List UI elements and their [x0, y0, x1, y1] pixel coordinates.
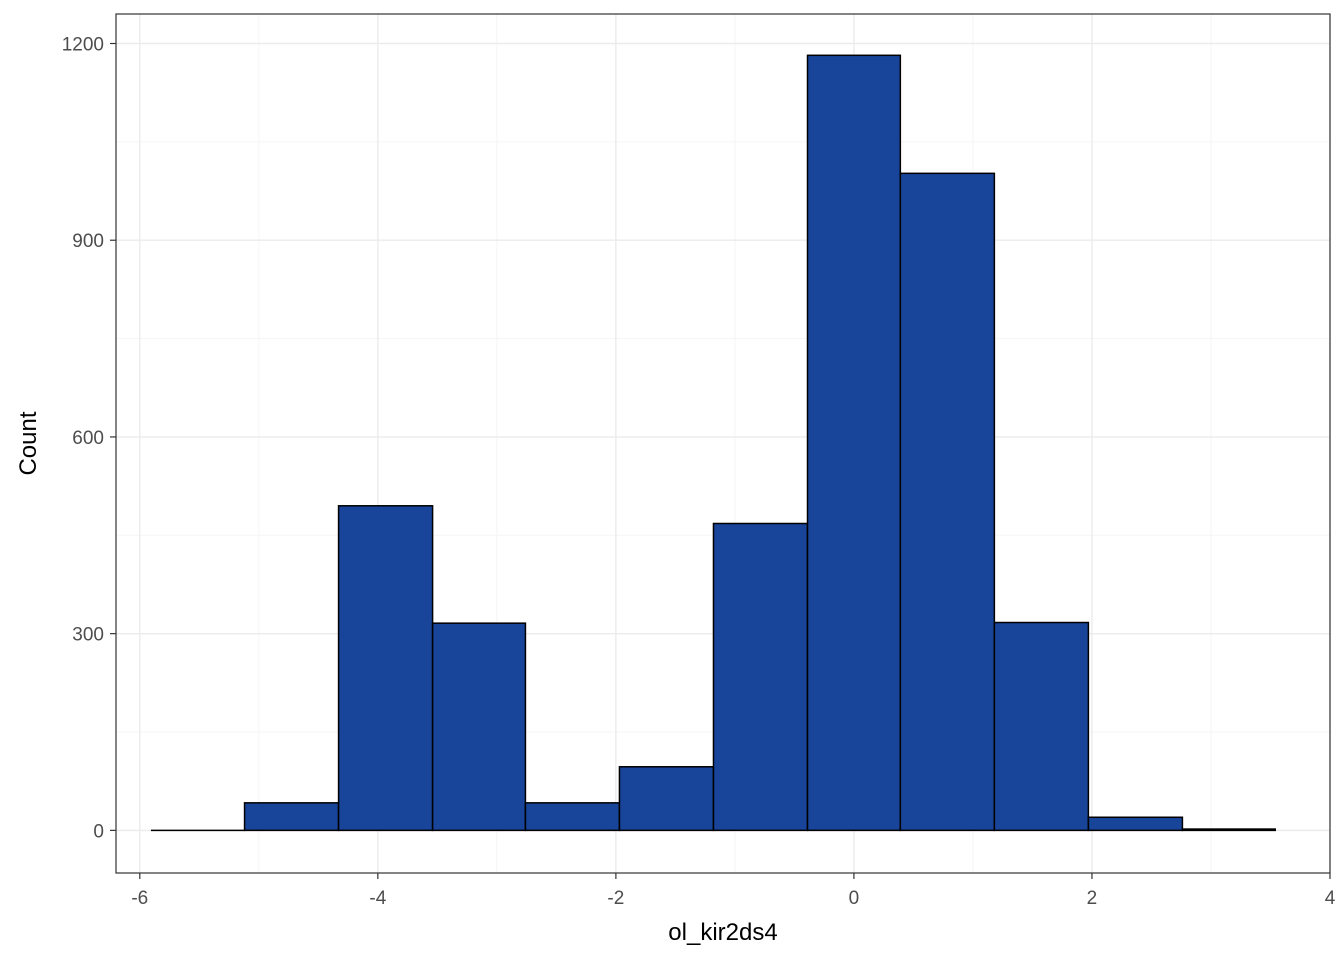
histogram-bar: [899, 172, 996, 832]
y-tick-label: 0: [93, 821, 104, 842]
x-tick-label: -6: [131, 888, 148, 909]
histogram-bar: [1087, 816, 1184, 832]
y-tick-label: 900: [72, 231, 104, 252]
y-tick-label: 1200: [62, 35, 104, 56]
x-axis-title: ol_kir2ds4: [668, 919, 777, 946]
histogram-bar: [1181, 828, 1277, 832]
x-tick-label: -2: [607, 888, 624, 909]
x-tick-label: 4: [1325, 888, 1336, 909]
y-axis-title: Count: [15, 411, 42, 475]
y-tick-label: 300: [72, 625, 104, 646]
panel-border: [115, 13, 1331, 874]
axes: -6 -4 -2 0 2 4 0 300 600 900 1200: [62, 35, 1336, 909]
histogram-bar: [243, 802, 340, 832]
x-tick-label: 2: [1087, 888, 1098, 909]
histogram-bar: [524, 802, 621, 832]
histogram-bar: [993, 621, 1090, 832]
x-tick-label: 0: [849, 888, 860, 909]
y-tick-label: 600: [72, 428, 104, 449]
histogram-bar: [806, 54, 902, 832]
histogram-bar: [618, 766, 715, 832]
histogram-bar: [337, 505, 434, 832]
histogram-bar: [712, 522, 809, 832]
x-tick-label: -4: [369, 888, 386, 909]
histogram-bar: [431, 622, 527, 832]
histogram-bars: [150, 54, 1277, 832]
